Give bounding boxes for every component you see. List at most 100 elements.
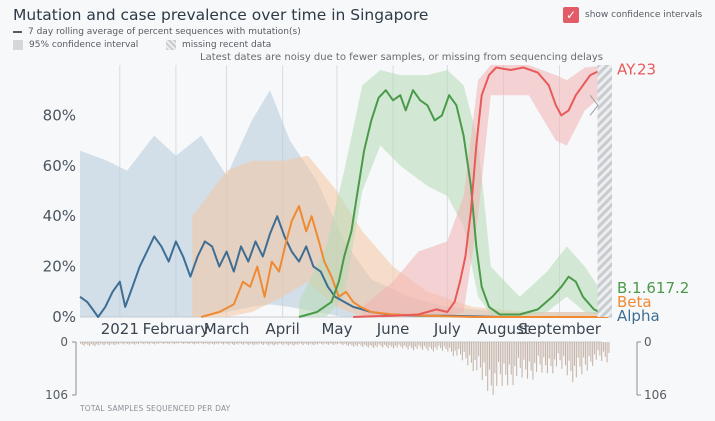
x-tick-label: September <box>518 320 602 338</box>
sample-bar <box>145 342 147 344</box>
sample-bar <box>279 342 281 344</box>
sample-bar <box>554 342 556 360</box>
sample-bar <box>423 342 425 346</box>
sample-bar <box>555 342 558 367</box>
sample-bar <box>217 342 219 345</box>
y-tick-label: 80% <box>43 106 76 124</box>
ay23-ci-band <box>362 65 609 317</box>
sample-bar <box>588 342 590 357</box>
sample-bar <box>584 342 586 365</box>
sample-bar <box>414 342 416 347</box>
x-tick-label: August <box>477 320 530 338</box>
checkbox-checked-icon[interactable]: ✓ <box>563 7 579 23</box>
sample-bar <box>184 342 187 344</box>
sample-bar <box>250 342 252 344</box>
sample-bar <box>80 342 82 344</box>
x-tick-label: April <box>266 320 300 338</box>
sample-bar <box>233 342 235 345</box>
sample-bar <box>564 342 567 366</box>
sample-bar <box>577 342 579 358</box>
sample-bar <box>436 342 438 350</box>
sample-bar <box>346 342 348 345</box>
sample-bar <box>472 342 474 371</box>
beta-ci-band <box>192 155 609 317</box>
sample-bar <box>548 342 550 359</box>
sample-bar <box>537 342 539 356</box>
bars-left-bottom-label: 106 <box>45 388 68 402</box>
sample-bar <box>284 342 286 344</box>
sample-bar <box>546 342 548 374</box>
sample-bar <box>315 342 317 344</box>
sample-bar <box>210 342 212 344</box>
delta-series-label: B.1.617.2 <box>617 279 689 297</box>
delta-line <box>298 89 606 318</box>
sample-bar <box>371 342 373 347</box>
confidence-interval-toggle[interactable]: ✓ show confidence intervals <box>563 7 702 23</box>
sample-bar <box>165 342 167 344</box>
sample-bar <box>479 342 482 368</box>
sample-bar <box>517 342 520 358</box>
sample-bar <box>85 342 87 344</box>
alpha-line <box>79 215 609 318</box>
sample-bar <box>557 342 559 354</box>
sample-bar <box>194 342 196 345</box>
sample-bar <box>159 342 161 343</box>
sample-bar <box>241 342 243 344</box>
sample-bar <box>150 342 152 344</box>
legend-ci-label: 95% confidence interval <box>29 40 139 50</box>
sample-bar <box>349 342 351 345</box>
sample-bar <box>523 342 525 360</box>
sample-bar <box>608 342 610 353</box>
sample-bar <box>561 342 563 369</box>
sample-bar <box>384 342 386 345</box>
sample-bar <box>201 342 203 344</box>
sample-bar <box>204 342 206 344</box>
sample-bar <box>461 342 463 361</box>
sample-bar <box>570 342 572 372</box>
sample-bar <box>534 342 536 364</box>
sample-bar <box>255 342 257 344</box>
sample-bar <box>545 342 547 366</box>
sample-bar <box>405 342 407 348</box>
sample-bar <box>222 342 225 345</box>
x-tick-label: 2021 <box>101 320 139 338</box>
sample-bar <box>356 342 358 347</box>
sample-bar <box>481 342 483 381</box>
toggle-label[interactable]: show confidence intervals <box>585 10 703 20</box>
sample-bar <box>463 342 465 352</box>
sample-bar <box>568 342 570 361</box>
sample-bar <box>87 342 89 345</box>
noise-note: Latest dates are noisy due to fewer samp… <box>200 52 604 63</box>
sample-bar <box>166 342 168 344</box>
sample-bar <box>492 342 494 395</box>
sample-bar <box>108 342 111 346</box>
sample-bar <box>152 342 154 344</box>
sample-bar <box>541 342 543 373</box>
sample-bar <box>313 342 315 346</box>
ay23-line <box>353 66 609 318</box>
sample-bar <box>213 342 216 345</box>
sample-bar <box>199 342 201 343</box>
sample-bar <box>300 342 302 345</box>
sample-bar <box>244 342 246 344</box>
sample-bar <box>121 342 123 344</box>
sample-bar <box>499 342 501 375</box>
sample-bar <box>452 342 454 357</box>
sample-bar <box>476 342 478 371</box>
sample-bar <box>163 342 165 345</box>
sample-bar <box>447 342 449 352</box>
sample-bar <box>306 342 308 345</box>
sample-bar <box>112 342 114 345</box>
sample-bar <box>90 342 92 345</box>
bars-left-top-label: 0 <box>60 335 68 349</box>
bars-caption: TOTAL SAMPLES SEQUENCED PER DAY <box>80 404 231 413</box>
sample-bar <box>599 342 601 356</box>
sample-bar <box>264 342 266 344</box>
sample-bar <box>409 342 411 346</box>
sample-bar <box>467 342 469 366</box>
sample-bar <box>418 342 420 346</box>
sample-bar <box>177 342 179 344</box>
sample-bar <box>212 342 214 345</box>
sample-bar <box>378 342 380 345</box>
sample-bar <box>566 342 568 376</box>
